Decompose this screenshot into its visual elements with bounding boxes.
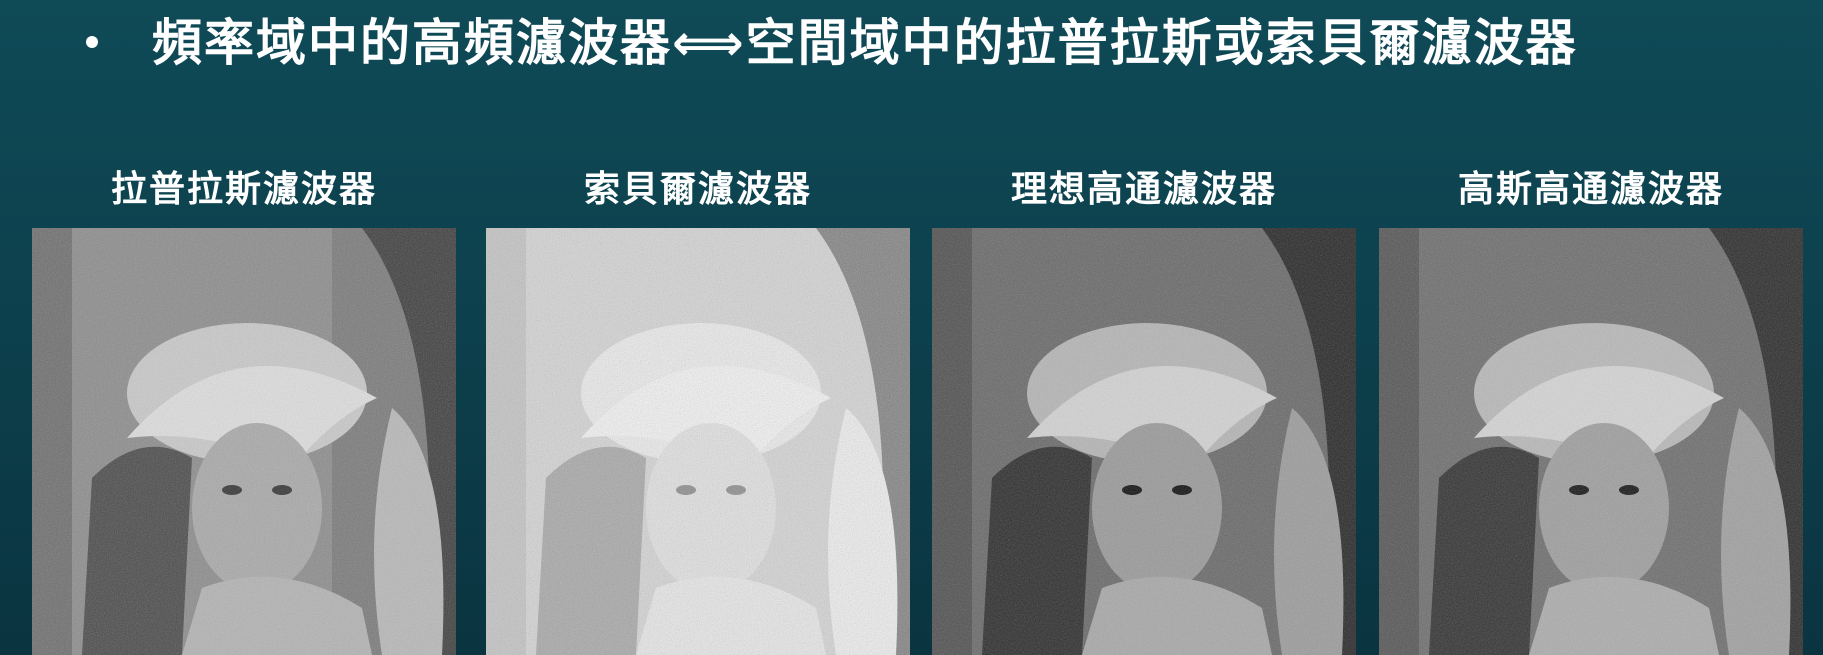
ideal-highpass-filter-image <box>932 228 1356 655</box>
portrait-image-icon <box>1379 228 1803 655</box>
portrait-image-icon <box>486 228 910 655</box>
sobel-filter-image <box>486 228 910 655</box>
panel-label: 理想高通濾波器 <box>1010 169 1277 210</box>
bullet-dot-icon <box>86 36 98 48</box>
panel-sobel: 索貝爾濾波器 <box>486 160 910 655</box>
panel-ideal-highpass: 理想高通濾波器 <box>932 160 1356 655</box>
portrait-image-icon <box>32 228 456 655</box>
bullet-text: 頻率域中的高頻濾波器⟺空間域中的拉普拉斯或索貝爾濾波器 <box>152 14 1578 72</box>
gaussian-highpass-filter-image <box>1379 228 1803 655</box>
panel-label: 索貝爾濾波器 <box>583 169 812 210</box>
laplacian-filter-image <box>32 228 456 655</box>
panel-laplacian: 拉普拉斯濾波器 <box>32 160 456 655</box>
panel-gaussian-highpass: 高斯高通濾波器 <box>1379 160 1803 655</box>
portrait-image-icon <box>932 228 1356 655</box>
panel-label: 高斯高通濾波器 <box>1457 169 1724 210</box>
panel-label: 拉普拉斯濾波器 <box>110 169 377 210</box>
